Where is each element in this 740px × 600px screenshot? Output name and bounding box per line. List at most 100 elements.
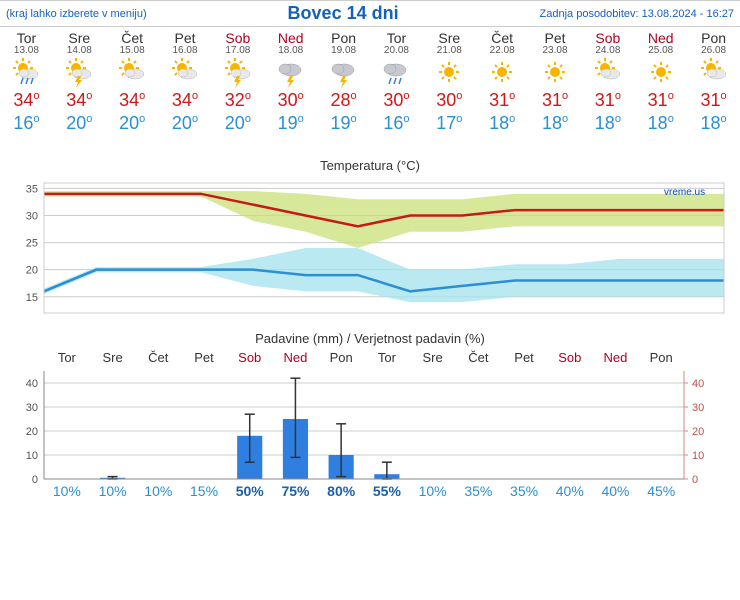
day-column[interactable]: Ned 18.08 30o 19o [264, 27, 317, 136]
day-date: 25.08 [634, 45, 687, 56]
day-column[interactable]: Pon 26.08 31o 18o [687, 27, 740, 136]
weather-icon [264, 56, 317, 90]
low-temp: 20o [211, 113, 264, 134]
precip-day-name: Sre [90, 350, 136, 365]
precip-percent: 10% [44, 483, 90, 499]
precip-percent: 10% [410, 483, 456, 499]
location-hint[interactable]: (kraj lahko izberete v meniju) [6, 8, 147, 20]
day-column[interactable]: Sob 24.08 31o 18o [581, 27, 634, 136]
high-temp: 31o [687, 90, 740, 111]
precip-day-name: Sob [227, 350, 273, 365]
low-temp: 17o [423, 113, 476, 134]
day-name: Ned [634, 31, 687, 45]
header-bar: (kraj lahko izberete v meniju) Bovec 14 … [0, 0, 740, 26]
high-temp: 31o [476, 90, 529, 111]
low-temp: 16o [370, 113, 423, 134]
precip-percent: 55% [364, 483, 410, 499]
day-column[interactable]: Sob 17.08 32o 20o [211, 27, 264, 136]
day-column[interactable]: Sre 21.08 30o 17o [423, 27, 476, 136]
precip-chart: 010203040010203040 [6, 365, 734, 483]
precip-day-name: Pet [181, 350, 227, 365]
low-temp: 18o [634, 113, 687, 134]
high-temp: 31o [581, 90, 634, 111]
precip-day-name: Čet [135, 350, 181, 365]
precip-percent: 10% [135, 483, 181, 499]
svg-text:0: 0 [692, 474, 698, 483]
page-title: Bovec 14 dni [288, 3, 399, 24]
weather-icon [423, 56, 476, 90]
precip-percent: 40% [547, 483, 593, 499]
precip-day-name: Pet [501, 350, 547, 365]
low-temp: 18o [476, 113, 529, 134]
high-temp: 34o [159, 90, 212, 111]
svg-text:0: 0 [32, 474, 38, 483]
high-temp: 30o [423, 90, 476, 111]
weather-icon [687, 56, 740, 90]
temperature-chart: 15 20 25 30 35 vreme.us [6, 175, 734, 325]
high-temp: 30o [264, 90, 317, 111]
precip-percent: 15% [181, 483, 227, 499]
day-name: Sob [211, 31, 264, 45]
high-temp: 28o [317, 90, 370, 111]
day-column[interactable]: Čet 15.08 34o 20o [106, 27, 159, 136]
svg-text:25: 25 [26, 238, 38, 250]
low-temp: 18o [687, 113, 740, 134]
day-name: Tor [0, 31, 53, 45]
day-date: 15.08 [106, 45, 159, 56]
low-temp: 16o [0, 113, 53, 134]
weather-icon [53, 56, 106, 90]
precip-percent-row: 10%10%10%15%50%75%80%55%10%35%35%40%40%4… [44, 483, 684, 499]
day-name: Ned [264, 31, 317, 45]
weather-icon [476, 56, 529, 90]
high-temp: 32o [211, 90, 264, 111]
svg-text:vreme.us: vreme.us [664, 187, 705, 198]
day-name: Pon [317, 31, 370, 45]
high-temp: 34o [0, 90, 53, 111]
svg-text:30: 30 [26, 211, 38, 223]
weather-icon [529, 56, 582, 90]
svg-text:40: 40 [692, 378, 704, 390]
day-date: 17.08 [211, 45, 264, 56]
precip-day-name: Pon [638, 350, 684, 365]
precip-day-name: Tor [364, 350, 410, 365]
weather-icon [159, 56, 212, 90]
day-name: Pon [687, 31, 740, 45]
precip-day-name: Čet [455, 350, 501, 365]
high-temp: 34o [53, 90, 106, 111]
day-date: 13.08 [0, 45, 53, 56]
day-column[interactable]: Sre 14.08 34o 20o [53, 27, 106, 136]
day-column[interactable]: Pon 19.08 28o 19o [317, 27, 370, 136]
weather-icon [0, 56, 53, 90]
precip-day-name: Sob [547, 350, 593, 365]
svg-text:35: 35 [26, 183, 38, 195]
svg-text:15: 15 [26, 292, 38, 304]
precip-percent: 45% [638, 483, 684, 499]
day-column[interactable]: Tor 13.08 34o 16o [0, 27, 53, 136]
low-temp: 18o [529, 113, 582, 134]
weather-icon [370, 56, 423, 90]
day-date: 14.08 [53, 45, 106, 56]
precip-day-name: Ned [593, 350, 639, 365]
day-date: 18.08 [264, 45, 317, 56]
svg-text:20: 20 [26, 265, 38, 277]
precip-day-name: Tor [44, 350, 90, 365]
day-column[interactable]: Pet 23.08 31o 18o [529, 27, 582, 136]
day-name: Sob [581, 31, 634, 45]
svg-text:20: 20 [26, 426, 38, 438]
day-date: 22.08 [476, 45, 529, 56]
forecast-strip: Tor 13.08 34o 16o Sre 14.08 34o 20o Čet … [0, 26, 740, 136]
day-name: Čet [106, 31, 159, 45]
weather-icon [106, 56, 159, 90]
low-temp: 20o [159, 113, 212, 134]
day-date: 21.08 [423, 45, 476, 56]
day-column[interactable]: Pet 16.08 34o 20o [159, 27, 212, 136]
high-temp: 31o [634, 90, 687, 111]
low-temp: 20o [106, 113, 159, 134]
high-temp: 31o [529, 90, 582, 111]
day-date: 20.08 [370, 45, 423, 56]
precip-chart-block: Padavine (mm) / Verjetnost padavin (%) T… [0, 331, 740, 499]
day-column[interactable]: Čet 22.08 31o 18o [476, 27, 529, 136]
day-column[interactable]: Tor 20.08 30o 16o [370, 27, 423, 136]
precip-day-name: Pon [318, 350, 364, 365]
day-column[interactable]: Ned 25.08 31o 18o [634, 27, 687, 136]
